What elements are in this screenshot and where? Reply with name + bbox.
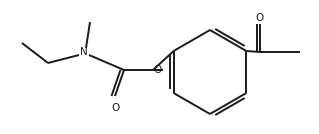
Text: O: O: [154, 65, 162, 75]
Text: O: O: [111, 103, 119, 113]
Text: O: O: [256, 13, 264, 23]
Text: N: N: [80, 47, 88, 57]
